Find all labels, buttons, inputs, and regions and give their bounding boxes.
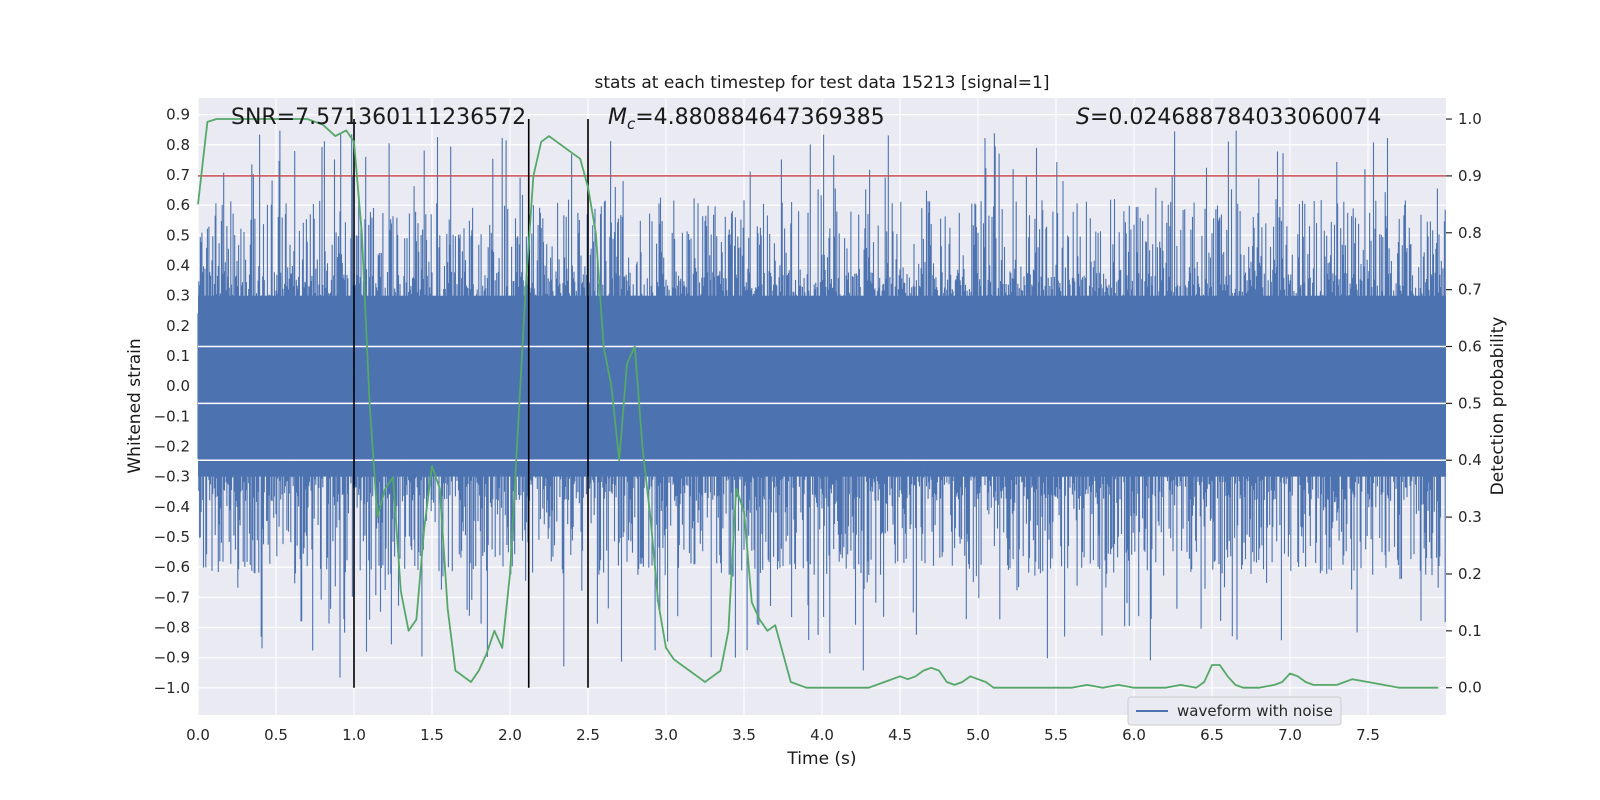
y-right-tick-label: 0.7: [1458, 281, 1482, 299]
y-right-tick-labels: 1.0 0.9 0.8 0.7 0.6 0.5 0.4 0.3 0.2 0.1 0.0: [1446, 110, 1482, 697]
y-right-tick-label: 1.0: [1458, 110, 1482, 128]
x-tick-label: 3.0: [654, 726, 678, 744]
legend-box: [1127, 696, 1342, 726]
x-tick-label: 4.5: [888, 726, 912, 744]
y-left-tick-label: 0.7: [166, 166, 190, 184]
chirp-mass-value: =4.880884647369385: [635, 105, 884, 130]
y-left-tick-label: −0.5: [154, 528, 190, 546]
y-left-tick-labels: 0.9 0.8 0.7 0.6 0.5 0.4 0.3 0.2 0.1 0.0 −0.1 −0.2 −0…: [154, 106, 190, 697]
legend: waveform with noise: [1127, 696, 1342, 726]
y-left-tick-label: 0.5: [166, 226, 190, 244]
y-right-tick-label: 0.3: [1458, 508, 1482, 526]
detection-probability-line: [197, 118, 1439, 689]
y-left-tick-label: −1.0: [154, 679, 190, 697]
x-tick-label: 2.5: [576, 726, 600, 744]
x-tick-label: 7.0: [1278, 726, 1302, 744]
y-left-tick-label: 0.3: [166, 287, 190, 305]
y-left-tick-label: −0.1: [154, 407, 190, 425]
chirp-mass-annotation: Mc=4.880884647369385: [608, 105, 885, 133]
y-left-tick-label: −0.2: [154, 437, 190, 455]
y-right-tick-label: 0.4: [1458, 451, 1482, 469]
s-symbol: S: [1076, 105, 1090, 130]
y-left-tick-label: 0.1: [166, 347, 190, 365]
y-left-tick-label: 0.0: [166, 377, 190, 395]
x-tick-label: 6.0: [1122, 726, 1146, 744]
x-tick-label: 3.5: [732, 726, 756, 744]
y-right-tick-label: 0.8: [1458, 224, 1482, 242]
waveform-series: [197, 130, 1446, 678]
y-left-tick-label: −0.7: [154, 588, 190, 606]
s-value: =0.024688784033060074: [1090, 105, 1381, 130]
y-left-axis-label: Whitened strain: [125, 338, 145, 473]
s-annotation: S=0.024688784033060074: [1076, 105, 1381, 130]
y-left-tick-label: −0.6: [154, 558, 190, 576]
y-left-tick-label: 0.4: [166, 256, 190, 274]
y-right-tick-label: 0.1: [1458, 622, 1482, 640]
x-tick-label: 1.0: [342, 726, 366, 744]
y-right-tick-label: 0.0: [1458, 679, 1482, 697]
chirp-mass-symbol: M: [608, 105, 627, 130]
x-tick-label: 6.5: [1200, 726, 1224, 744]
y-left-tick-label: −0.4: [154, 498, 190, 516]
y-right-axis-label: Detection probability: [1488, 317, 1508, 496]
y-left-tick-label: 0.9: [166, 106, 190, 124]
x-tick-label: 0.0: [186, 726, 210, 744]
y-right-tick-label: 0.5: [1458, 394, 1482, 412]
y-left-tick-label: −0.8: [154, 619, 190, 637]
chart-title: stats at each timestep for test data 152…: [595, 73, 1050, 93]
y-left-tick-label: −0.3: [154, 468, 190, 486]
x-axis-label: Time (s): [786, 749, 856, 769]
x-tick-label: 0.5: [264, 726, 288, 744]
snr-annotation: SNR=7.571360111236572: [231, 105, 526, 130]
x-tick-label: 7.5: [1356, 726, 1380, 744]
waveform-trace: [197, 130, 1446, 678]
y-right-tick-label: 0.2: [1458, 565, 1482, 583]
y-right-tick-label: 0.9: [1458, 167, 1482, 185]
y-left-tick-label: 0.6: [166, 196, 190, 214]
x-tick-label: 5.5: [1044, 726, 1068, 744]
x-tick-label: 4.0: [810, 726, 834, 744]
y-right-tick-label: 0.6: [1458, 338, 1482, 356]
y-left-tick-label: 0.8: [166, 136, 190, 154]
legend-label: waveform with noise: [1177, 702, 1333, 720]
x-tick-labels: 0.0 0.5 1.0 1.5 2.0 2.5 3.0 3.5 4.0 4.5 5.0 5.5 6.0 6…: [186, 726, 1380, 744]
x-tick-label: 1.5: [420, 726, 444, 744]
chirp-mass-subscript: c: [627, 115, 636, 133]
x-tick-label: 2.0: [498, 726, 522, 744]
x-tick-label: 5.0: [966, 726, 990, 744]
y-left-tick-label: 0.2: [166, 317, 190, 335]
y-left-tick-label: −0.9: [154, 649, 190, 667]
vertical-markers: [353, 119, 589, 688]
